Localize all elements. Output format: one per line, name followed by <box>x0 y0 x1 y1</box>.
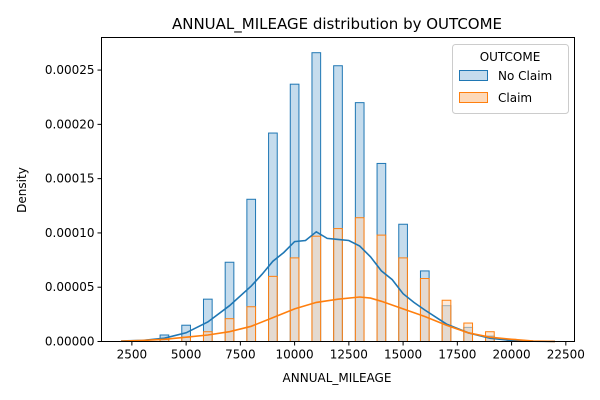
legend: OUTCOME No Claim Claim <box>452 44 569 114</box>
bar-claim-10000 <box>289 257 300 342</box>
x-axis-label: ANNUAL_MILEAGE <box>283 371 392 385</box>
x-axis: 2500 5000 7500 10000 12500 15000 17500 20000 225… <box>117 341 585 362</box>
bar-claim-8000 <box>246 306 257 342</box>
legend-swatch-no-claim <box>459 70 488 81</box>
x-tick-label-12500: 12500 <box>330 348 368 362</box>
y-tick-label-5: 0.00025 <box>45 63 95 77</box>
y-tick-label-1: 0.00005 <box>45 280 95 294</box>
y-tick-label-3: 0.00015 <box>45 172 95 186</box>
y-tick-label-0: 0.00000 <box>45 335 95 349</box>
y-tick-label-2: 0.00010 <box>45 226 95 240</box>
y-tick-label-4: 0.00020 <box>45 117 95 131</box>
bar-claim-11000 <box>311 235 322 342</box>
chart-title: ANNUAL_MILEAGE distribution by OUTCOME <box>172 15 502 34</box>
x-tick-label-2500: 2500 <box>117 348 148 362</box>
bar-claim-12000 <box>333 228 343 342</box>
bar-claim-14000 <box>376 234 387 343</box>
bar-claim-17000 <box>441 299 452 342</box>
legend-swatch-claim <box>459 92 488 103</box>
x-tick-label-7500: 7500 <box>225 348 256 362</box>
x-tick-label-10000: 10000 <box>276 348 314 362</box>
legend-label-claim: Claim <box>498 91 532 105</box>
bar-claim-9000 <box>268 275 278 343</box>
x-tick-label-22500: 22500 <box>547 348 585 362</box>
kde-line-claim <box>120 296 556 343</box>
plot-area <box>120 52 556 343</box>
bar-claim-13000 <box>354 217 365 343</box>
legend-label-no-claim: No Claim <box>498 69 552 83</box>
x-tick-label-17500: 17500 <box>438 348 476 362</box>
y-axis-label: Density <box>15 167 29 213</box>
bar-claim-15000 <box>398 257 408 342</box>
x-tick-label-20000: 20000 <box>492 348 530 362</box>
legend-title: OUTCOME <box>480 50 541 64</box>
x-tick-label-15000: 15000 <box>384 348 422 362</box>
x-tick-label-5000: 5000 <box>171 348 202 362</box>
bar-claim-6000 <box>202 331 213 343</box>
y-axis: 0.00000 0.00005 0.00010 0.00015 0.00020 0.000… <box>45 63 102 349</box>
plot-frame <box>101 37 575 342</box>
bar-claim-7000 <box>224 318 235 343</box>
